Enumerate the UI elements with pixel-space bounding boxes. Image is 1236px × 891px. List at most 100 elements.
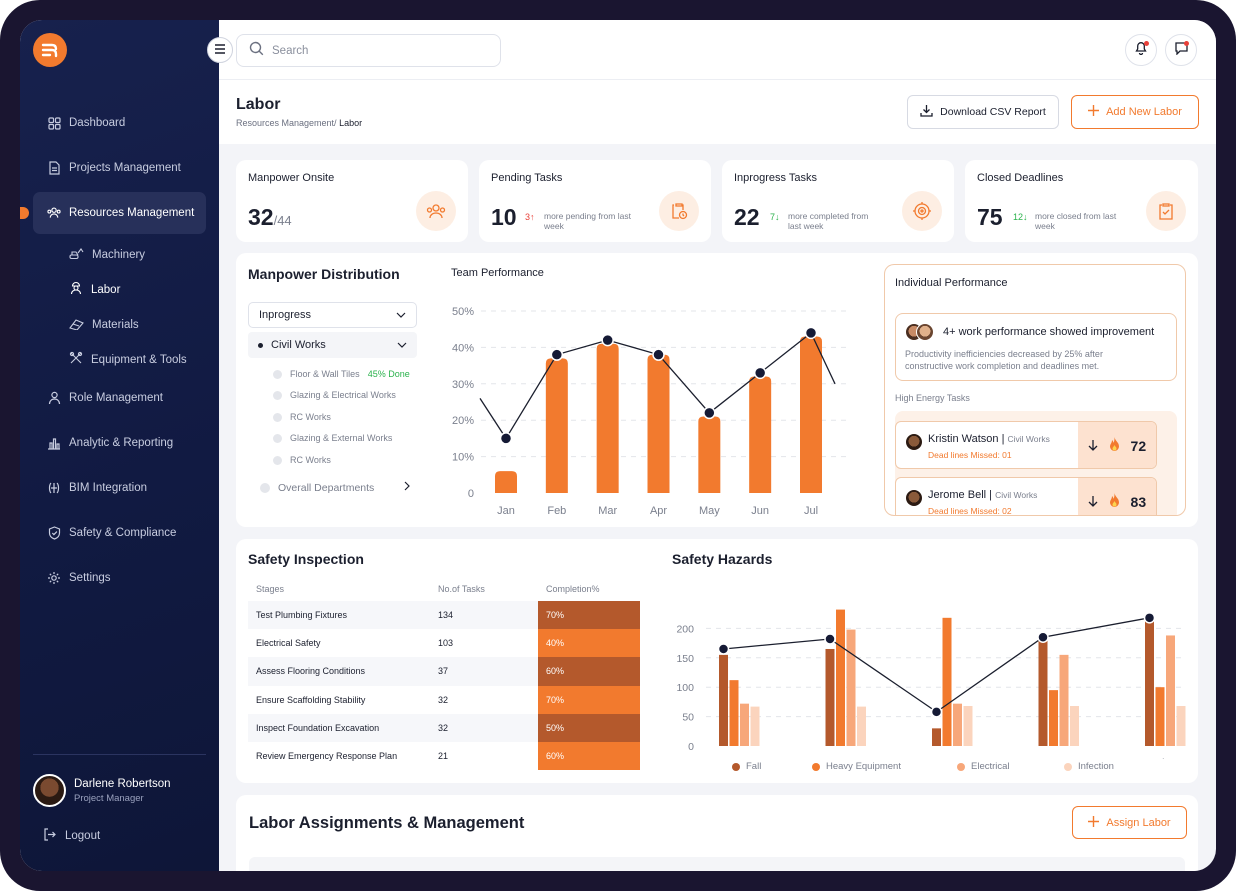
table-row[interactable]: Review Emergency Response Plan 21 60% [248,741,640,771]
tasks-cell: 37 [438,666,449,677]
sidebar-subitem-labor[interactable]: Labor [55,272,206,307]
sidebar-item-roles[interactable]: Role Management [33,377,206,419]
assign-labor-button[interactable]: Assign Labor [1072,806,1187,839]
person-dept: Civil Works [995,490,1038,500]
task-item[interactable]: Glazing & External Works [273,433,392,443]
assignments-table-header [249,857,1185,871]
app-logo[interactable] [33,33,67,67]
download-csv-button[interactable]: Download CSV Report [907,95,1059,129]
person-row[interactable]: Jerome Bell | Civil Works Dead lines Mis… [895,477,1157,515]
kpi-card-manpower: Manpower Onsite 32/44 [236,160,468,242]
avatar-group [905,323,935,341]
kpi-card-inprogress: Inprogress Tasks 22 7↓ more completed fr… [722,160,954,242]
task-item[interactable]: Floor & Wall Tiles 45% Done [273,369,410,379]
app-screen: Dashboard Projects Management Resources … [20,20,1216,871]
kpi-card-pending: Pending Tasks 10 3↑ more pending from la… [479,160,711,242]
improvement-callout: 4+ work performance showed improvement P… [895,313,1177,381]
table-row[interactable]: Assess Flooring Conditions 37 60% [248,657,640,686]
sidebar-item-dashboard[interactable]: Dashboard [33,102,206,144]
bar [495,471,517,493]
score-badge: 83 [1078,478,1156,515]
bar [1145,619,1154,746]
department-row[interactable]: Civil Works [248,332,417,358]
sidebar-item-safety[interactable]: Safety & Compliance [33,512,206,554]
stage-cell: Inspect Foundation Excavation [256,722,380,733]
user-profile[interactable]: Darlene Robertson Project Manager [33,774,171,807]
improvement-headline: 4+ work performance showed improvement [943,326,1155,338]
person-row[interactable]: Kristin Watson | Civil Works Dead lines … [895,421,1157,469]
add-labor-label: Add New Labor [1106,106,1182,118]
menu-toggle-button[interactable] [207,37,233,63]
bar [963,706,973,746]
bar [1059,654,1069,746]
overall-departments-row[interactable]: Overall Departments [260,481,410,494]
table-row[interactable]: Ensure Scaffolding Stability 32 70% [248,685,640,714]
y-tick-label: 200 [676,623,694,635]
table-row[interactable]: Inspect Foundation Excavation 32 50% [248,713,640,742]
task-label: Glazing & External Works [290,433,393,443]
sidebar-item-label: Resources Management [69,207,195,219]
legend-label: Electrical [971,761,1010,772]
assignments-panel: Labor Assignments & Management Assign La… [236,795,1198,871]
bar [1176,706,1186,746]
manpower-panel: Manpower Distribution Inprogress Civil W… [236,253,1198,527]
task-item[interactable]: RC Works [273,412,331,422]
table-row[interactable]: Test Plumbing Fixtures 134 70% [248,601,640,630]
logout-button[interactable]: Logout [43,828,100,844]
legend-item: Infection [1064,761,1114,772]
high-energy-label: High Energy Tasks [895,393,970,403]
status-select[interactable]: Inprogress [248,302,417,328]
x-tick-label: Jun 25 [1043,757,1075,759]
sidebar-item-analytics[interactable]: Analytic & Reporting [33,422,206,464]
task-label: Floor & Wall Tiles [290,369,360,379]
sidebar-item-settings[interactable]: Settings [33,557,206,599]
arrow-down-icon [1088,438,1098,454]
completion-cell: 70% [538,601,640,630]
x-tick-label: May 25 [935,757,970,759]
legend-swatch [957,762,965,771]
safety-panel: Safety Inspection Stages No.of Tasks Com… [236,539,1198,783]
task-dot [273,433,282,443]
y-tick-label: 50 [682,712,694,724]
sidebar-subitem-materials[interactable]: Materials [55,307,206,342]
sidebar-item-bim[interactable]: BIM Integration [33,467,206,509]
kpi-suffix: /44 [273,213,292,228]
kpi-card-closed: Closed Deadlines 75 12↓ more closed from… [965,160,1198,242]
messages-button[interactable] [1165,34,1197,66]
y-tick-label: 100 [676,682,694,694]
legend-swatch [812,762,820,771]
sidebar-item-projects[interactable]: Projects Management [33,147,206,189]
sidebar-item-resources[interactable]: Resources Management [20,192,206,234]
clipboard-clock-icon [659,191,699,231]
breadcrumb-parent[interactable]: Resources Management/ [236,118,337,128]
y-tick-label: 150 [676,653,694,665]
search-input[interactable] [272,44,472,57]
kpi-value: 32/44 [248,204,292,230]
table-row[interactable]: Electrical Safety 103 40% [248,629,640,658]
kpi-delta: 7↓ [770,212,780,222]
legend-swatch [732,762,740,771]
completion-cell: 70% [538,685,640,714]
sidebar-subitem-equipment[interactable]: Equipment & Tools [55,342,206,377]
task-item[interactable]: Glazing & Electrical Works [273,390,396,400]
task-dot [273,369,282,379]
x-tick-label: Mar 25 [723,757,756,759]
add-labor-button[interactable]: Add New Labor [1071,95,1199,129]
kpi-delta: 12↓ [1013,212,1028,222]
data-point [550,348,564,361]
tasks-cell: 103 [438,638,454,649]
department-label: Civil Works [271,339,326,351]
task-item[interactable]: RC Works [273,455,331,465]
sidebar-subitem-machinery[interactable]: Machinery [55,237,206,272]
data-point [499,432,513,445]
team-performance-chart: 0 10% 20% 30% 40% 50% Jan Feb Mar Apr May Jun Jul [452,306,846,517]
notification-dot [1144,41,1149,46]
search-icon [249,41,264,61]
safety-hazards-chart: 0 50 100 150 200 Mar 25 Apr 25 May 25 Jun 25 Jul … [676,609,1186,759]
bar [719,654,728,746]
notifications-button[interactable] [1125,34,1157,66]
y-tick-label: 20% [452,415,474,427]
y-tick-label: 50% [452,306,474,318]
task-done: 45% Done [367,369,410,379]
